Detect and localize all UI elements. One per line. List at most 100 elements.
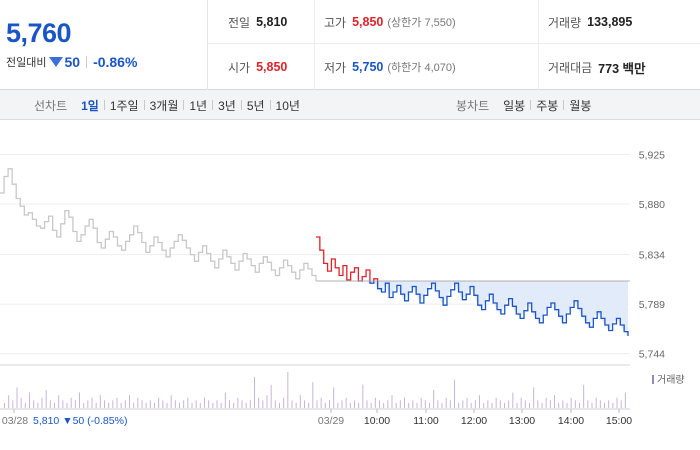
tab-3m[interactable]: 3개월 [149, 98, 179, 113]
volume-bar [366, 400, 368, 408]
volume-bar [570, 397, 572, 408]
stats-row-1: 전일 5,810 고가 5,850 (상한가 7,550) 거래량 133,89… [208, 0, 700, 44]
tab-10y[interactable]: 10년 [275, 98, 300, 113]
volume-bar [449, 400, 451, 408]
quote-header: 5,760 전일대비 50 -0.86% 전일 5,810 고가 5,850 [0, 0, 700, 90]
volume-bar [187, 397, 189, 408]
volume-bar [337, 402, 339, 408]
volume-bar [195, 400, 197, 408]
x-tick-label: 15:00 [606, 415, 632, 427]
volume-bar [112, 400, 114, 408]
volume-bar [437, 400, 439, 408]
divider [530, 100, 532, 110]
low-label: 저가 [324, 60, 347, 75]
volume-bar [412, 400, 414, 408]
volume-bar [249, 400, 251, 408]
volume-bar [279, 402, 280, 408]
volume-bar [341, 400, 343, 408]
volume-bar [283, 397, 285, 408]
tab-1y[interactable]: 1년 [189, 98, 208, 113]
line-chart-tabs: 선차트 1일 1주일 3개월 1년 3년 5년 10년 [34, 90, 305, 120]
volume-bar [233, 402, 235, 408]
volume-bar [41, 397, 43, 408]
volume-bar [433, 390, 435, 408]
volume-bar [216, 400, 218, 408]
below-reference-fill [316, 281, 628, 336]
x-tick-label: 10:00 [364, 415, 390, 427]
volume-label: 거래량 [548, 15, 582, 30]
volume-bar [49, 400, 51, 408]
volume-bar [533, 387, 535, 408]
volume-cell: 거래량 133,895 [548, 0, 632, 44]
tab-3y[interactable]: 3년 [218, 98, 236, 113]
volume-bar [70, 397, 72, 408]
price-lines [0, 168, 629, 336]
volume-bar [129, 395, 130, 408]
tab-1d[interactable]: 1일 [81, 98, 99, 113]
volume-bar [362, 384, 364, 408]
volume-bar [312, 382, 314, 408]
volume-bar [320, 397, 322, 408]
y-tick-label: 5,925 [639, 150, 665, 162]
volume-bar [266, 395, 268, 408]
volume-bar [516, 402, 518, 408]
trade-value-label: 거래대금 [548, 60, 593, 75]
today-price-line-up [316, 236, 379, 281]
trade-value: 773 백만 [598, 61, 646, 76]
volume-bar [541, 402, 543, 408]
tab-1w[interactable]: 1주일 [109, 98, 139, 113]
volume-bar [545, 397, 547, 408]
volume-bar [204, 397, 205, 408]
open-value: 5,850 [256, 60, 288, 74]
x-axis-labels: 03/28 03/29 10:00 11:00 12:00 13:00 14:00 15:00 [2, 409, 632, 427]
tab-5y[interactable]: 5년 [246, 98, 265, 113]
volume-bar [491, 402, 493, 408]
divider [183, 100, 185, 110]
volume-bar [179, 402, 180, 408]
volume-bar [495, 397, 497, 408]
trade-value-cell: 거래대금 773 백만 [548, 45, 646, 89]
high-value: 5,850 [352, 15, 384, 29]
tab-monthly[interactable]: 월봉 [569, 98, 592, 113]
volume-bar [387, 400, 389, 408]
volume-bar [324, 402, 326, 408]
volume-bar [20, 397, 22, 408]
candle-chart-tabs: 봉차트 일봉 주봉 월봉 [456, 90, 596, 120]
volume-bar [549, 400, 551, 408]
volume-value: 133,895 [587, 15, 633, 29]
y-axis-labels: 5,925 5,880 5,834 5,789 5,744 [639, 150, 665, 361]
tab-daily[interactable]: 일봉 [503, 98, 526, 113]
volume-bar [558, 402, 560, 408]
volume-bar [91, 397, 93, 408]
volume-bar [333, 387, 335, 408]
volume-bar [479, 395, 480, 408]
volume-bar [616, 397, 618, 408]
volume-bar [120, 402, 122, 408]
volume-bar [54, 402, 55, 408]
volume-bar [220, 402, 222, 408]
volume-bar [429, 402, 430, 408]
lower-limit: (하한가 4,070) [387, 62, 456, 74]
y-tick-label: 5,789 [639, 299, 665, 311]
volume-bar [520, 397, 522, 408]
volume-bar [445, 397, 447, 408]
open-label: 시가 [228, 60, 251, 75]
volume-bar [79, 392, 80, 408]
low-value: 5,750 [352, 60, 384, 74]
volume-bar [612, 402, 614, 408]
x-tick-label: 03/28 [2, 415, 28, 427]
today-price-line-down [357, 281, 629, 336]
volume-bar [483, 402, 485, 408]
volume-bar [170, 395, 172, 408]
volume-bar [587, 400, 589, 408]
volume-bar [141, 400, 143, 408]
volume-bar [599, 400, 601, 408]
chart-period-toolbar: 선차트 1일 1주일 3개월 1년 3년 5년 10년 봉차트 일봉 주봉 월봉 [0, 90, 700, 120]
tab-weekly[interactable]: 주봉 [536, 98, 559, 113]
volume-bar [291, 400, 293, 408]
volume-bar [137, 397, 139, 408]
volume-bar [62, 400, 64, 408]
low-cell: 저가 5,750 (하한가 4,070) [324, 45, 456, 89]
volume-bar [399, 400, 401, 408]
